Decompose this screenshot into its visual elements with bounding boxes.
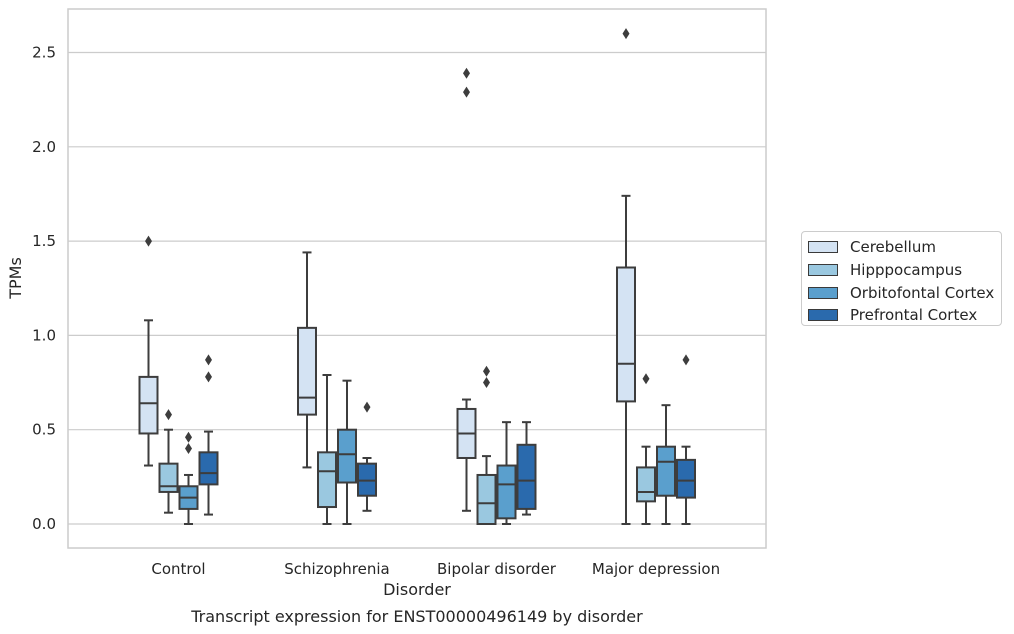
box-iqr — [636, 466, 656, 503]
y-tick-label: 2.0 — [32, 138, 56, 156]
box-iqr — [198, 451, 219, 486]
box-orbitofontal-cortex — [496, 421, 517, 525]
box-iqr — [158, 462, 179, 493]
legend: Cerebellum Hipppocampus Orbitofontal Corte… — [801, 231, 1002, 326]
plot-area — [67, 8, 767, 549]
outlier-point — [642, 373, 650, 385]
x-axis-label: Disorder — [383, 580, 451, 599]
box-orbitofontal-cortex — [178, 431, 199, 525]
box-cerebellum — [138, 235, 159, 467]
y-tick-label: 0.5 — [32, 421, 56, 439]
box-cerebellum — [456, 67, 477, 512]
chart-caption: Transcript expression for ENST0000049614… — [190, 607, 643, 626]
outlier-point — [463, 67, 470, 79]
legend-swatch — [808, 309, 838, 322]
x-tick-label: Schizophrenia — [284, 560, 389, 578]
legend-label: Hipppocampus — [850, 261, 963, 280]
x-tick-label: Bipolar disorder — [437, 560, 557, 578]
outlier-point — [185, 443, 192, 455]
outlier-point — [682, 354, 690, 366]
box-iqr — [337, 428, 357, 484]
outlier-point — [363, 401, 371, 413]
x-tick-label: Major depression — [592, 560, 720, 578]
legend-swatch — [808, 286, 838, 299]
legend-label: Orbitofontal Cortex — [850, 283, 995, 302]
outlier-point — [165, 409, 172, 421]
box-cerebellum — [616, 28, 636, 525]
y-tick-label: 1.5 — [32, 232, 56, 250]
y-tick-labels: 0.0 0.5 1.0 1.5 2.0 2.5 — [32, 44, 56, 534]
x-tick-label: Control — [151, 560, 205, 578]
outlier-point — [483, 365, 490, 377]
y-tick-label: 2.5 — [32, 44, 56, 62]
box-orbitofontal-cortex — [656, 404, 676, 525]
box-iqr — [297, 326, 317, 416]
outlier-point — [622, 28, 630, 40]
box-iqr — [317, 451, 337, 509]
box-iqr — [616, 266, 636, 403]
box-prefrontal-cortex — [516, 421, 537, 516]
boxes — [138, 28, 696, 525]
legend-item: Orbitofontal Cortex — [808, 281, 1001, 304]
outlier-point — [483, 377, 490, 389]
box-prefrontal-cortex — [198, 354, 219, 516]
box-hipppocampus — [317, 374, 337, 525]
box-cerebellum — [297, 251, 317, 469]
box-iqr — [138, 375, 159, 435]
outlier-point — [205, 354, 212, 366]
outlier-point — [145, 235, 152, 247]
box-prefrontal-cortex — [676, 354, 696, 525]
legend-item: Cerebellum — [808, 236, 1001, 259]
box-hipppocampus — [476, 365, 497, 525]
box-hipppocampus — [636, 373, 656, 525]
legend-item: Hipppocampus — [808, 259, 1001, 282]
box-prefrontal-cortex — [357, 401, 377, 512]
y-axis-label: TPMs — [6, 257, 25, 300]
box-iqr — [516, 443, 537, 510]
outlier-point — [205, 371, 212, 383]
box-iqr — [676, 458, 696, 499]
outlier-point — [463, 86, 470, 98]
legend-swatch — [808, 264, 838, 277]
y-tick-label: 1.0 — [32, 326, 56, 344]
box-iqr — [656, 445, 676, 497]
box-iqr — [476, 473, 497, 525]
legend-swatch — [808, 241, 838, 254]
y-tick-label: 0.0 — [32, 515, 56, 533]
legend-label: Cerebellum — [850, 238, 936, 257]
legend-label: Prefrontal Cortex — [850, 306, 978, 325]
box-iqr — [496, 464, 517, 520]
box-orbitofontal-cortex — [337, 379, 357, 525]
legend-item: Prefrontal Cortex — [808, 304, 1001, 327]
box-hipppocampus — [158, 409, 179, 514]
x-tick-labels: Control Schizophrenia Bipolar disorder Majo… — [151, 560, 720, 578]
outlier-point — [185, 431, 192, 443]
